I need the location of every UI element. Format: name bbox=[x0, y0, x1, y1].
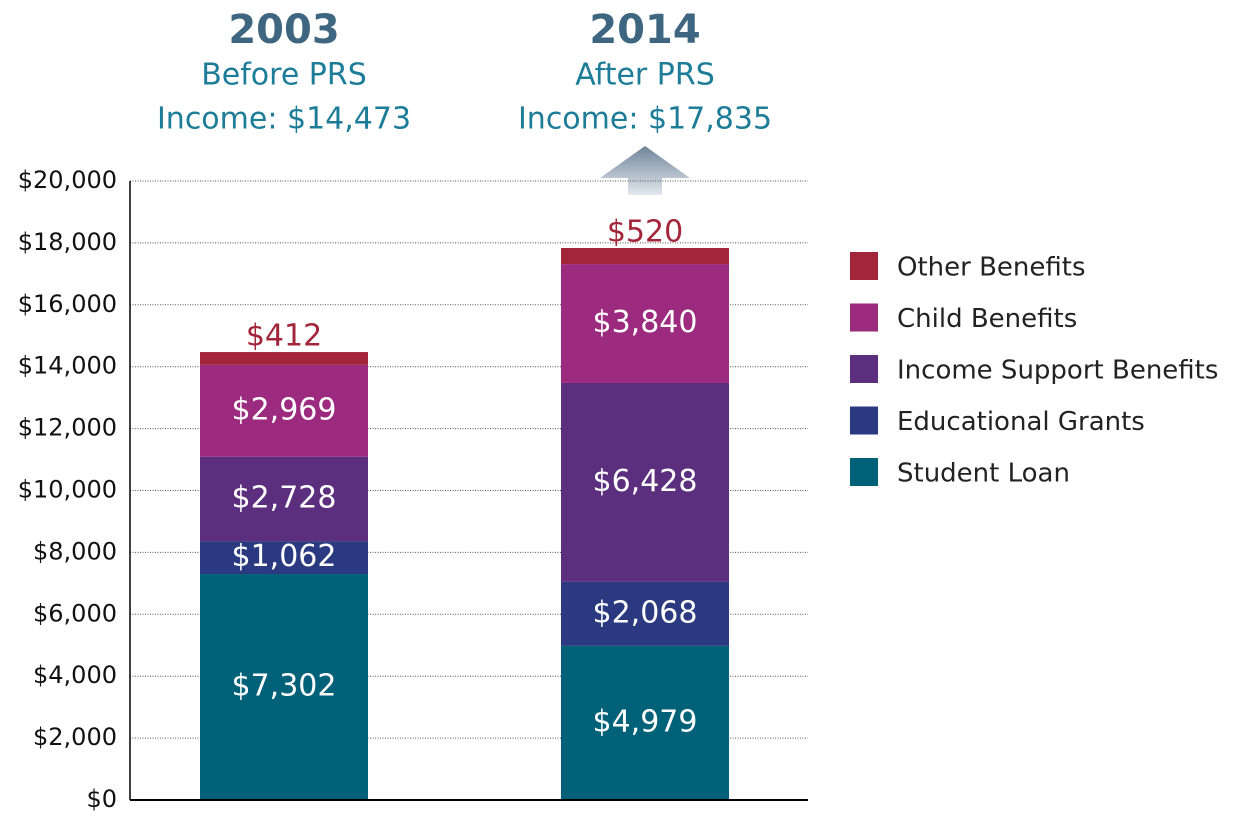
total-label: Income: $14,473 bbox=[157, 102, 411, 137]
value-label: $6,428 bbox=[593, 464, 698, 499]
legend-swatch bbox=[850, 355, 878, 383]
category-label: 2014 bbox=[589, 7, 700, 53]
y-tick-label: $18,000 bbox=[18, 228, 117, 256]
category-subtitle: Before PRS bbox=[201, 58, 367, 93]
legend-label: Income Support Benefits bbox=[897, 356, 1218, 386]
value-label: $7,302 bbox=[232, 669, 337, 704]
y-tick-label: $10,000 bbox=[18, 476, 117, 504]
y-tick-label: $12,000 bbox=[18, 414, 117, 442]
bar-segment bbox=[561, 248, 729, 265]
bar-segment bbox=[200, 456, 368, 542]
y-tick-label: $0 bbox=[86, 785, 117, 813]
y-tick-label: $16,000 bbox=[18, 290, 117, 318]
bar-segment bbox=[200, 364, 368, 457]
total-label: Income: $17,835 bbox=[518, 102, 772, 137]
legend-swatch bbox=[850, 406, 878, 435]
y-tick-label: $2,000 bbox=[33, 723, 117, 751]
y-tick-label: $8,000 bbox=[33, 537, 117, 565]
y-tick-label: $6,000 bbox=[33, 599, 117, 627]
bar-segment bbox=[561, 264, 729, 383]
value-label: $2,969 bbox=[232, 392, 337, 427]
bar-segment bbox=[561, 581, 729, 646]
bar-segment bbox=[200, 541, 368, 575]
legend-label: Student Loan bbox=[897, 459, 1070, 489]
legend-label: Educational Grants bbox=[897, 407, 1145, 437]
category-label: 2003 bbox=[228, 7, 339, 53]
bar-segment bbox=[561, 645, 729, 800]
value-label: $3,840 bbox=[593, 305, 698, 340]
bar-segment bbox=[561, 382, 729, 582]
legend-swatch bbox=[850, 458, 878, 486]
legend-label: Other Benefits bbox=[897, 253, 1086, 283]
value-label: $2,728 bbox=[232, 480, 337, 515]
bar-segment bbox=[200, 352, 368, 365]
bar-segment bbox=[200, 574, 368, 800]
value-label: $4,979 bbox=[593, 704, 698, 739]
value-label: $412 bbox=[246, 319, 322, 354]
legend-swatch bbox=[850, 303, 878, 332]
y-tick-label: $4,000 bbox=[33, 661, 117, 689]
increase-arrow bbox=[600, 146, 690, 195]
value-label: $2,068 bbox=[593, 595, 698, 630]
category-subtitle: After PRS bbox=[575, 58, 715, 93]
legend-swatch bbox=[850, 252, 878, 280]
value-label: $1,062 bbox=[232, 539, 337, 574]
legend-label: Child Benefits bbox=[897, 304, 1077, 334]
value-label: $520 bbox=[607, 215, 683, 250]
y-tick-label: $20,000 bbox=[18, 166, 117, 194]
y-tick-label: $14,000 bbox=[18, 352, 117, 380]
